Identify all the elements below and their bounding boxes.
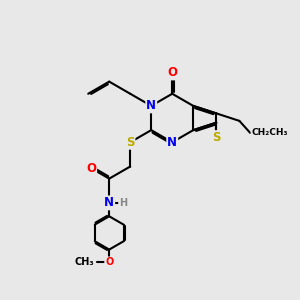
Text: H: H [119,198,127,208]
Text: O: O [105,257,113,267]
Text: CH₃: CH₃ [75,257,94,267]
Text: S: S [126,136,134,149]
Text: CH₂CH₃: CH₂CH₃ [251,128,288,137]
Text: N: N [146,99,156,112]
Text: O: O [167,67,177,80]
Text: N: N [167,136,177,149]
Text: N: N [104,196,114,209]
Text: O: O [86,162,96,175]
Text: S: S [212,131,220,144]
